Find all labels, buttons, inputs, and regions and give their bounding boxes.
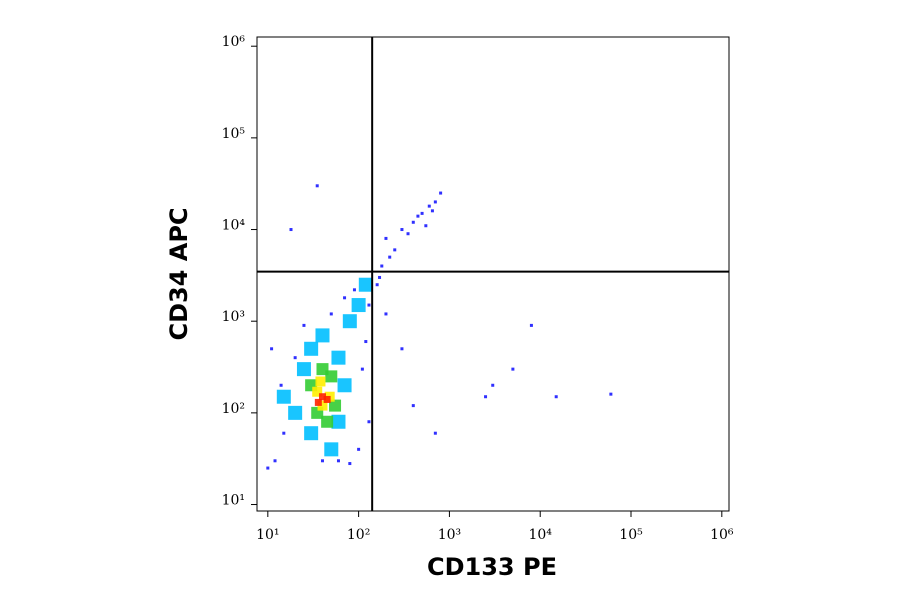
y-tick-label: 10³ [222, 309, 245, 325]
point [411, 220, 415, 224]
y-axis-title: CD34 APC [165, 207, 193, 340]
point [276, 389, 291, 404]
point [367, 303, 371, 307]
point [433, 200, 437, 204]
point [554, 395, 558, 399]
point [320, 459, 324, 463]
point [329, 399, 342, 412]
point [279, 383, 283, 387]
point [388, 255, 392, 259]
point [352, 288, 356, 292]
point [484, 395, 488, 399]
point [400, 228, 404, 232]
point [430, 209, 434, 213]
y-tick-label: 10¹ [222, 493, 245, 509]
point [427, 204, 431, 208]
point [288, 405, 303, 420]
point [321, 415, 334, 428]
point [424, 224, 428, 228]
y-tick-label: 10² [222, 401, 245, 417]
point [406, 232, 410, 236]
point [270, 347, 274, 351]
point [282, 431, 286, 435]
point [315, 328, 330, 343]
point [296, 362, 311, 377]
point [375, 283, 379, 287]
point [337, 378, 352, 393]
point [384, 312, 388, 316]
point [609, 392, 613, 396]
x-tick-label: 10⁶ [710, 527, 734, 543]
point [329, 312, 333, 316]
point [378, 275, 382, 279]
y-tick-label: 10⁵ [222, 126, 246, 142]
point [315, 184, 319, 188]
point [367, 420, 371, 424]
point [304, 426, 319, 441]
point [323, 395, 331, 403]
point [343, 296, 347, 300]
point [358, 277, 373, 292]
point [312, 386, 323, 397]
point [331, 350, 346, 365]
point [302, 323, 306, 327]
point [331, 414, 346, 429]
point [314, 398, 322, 406]
point [491, 383, 495, 387]
point [351, 298, 366, 313]
point [433, 431, 437, 435]
point [317, 400, 328, 411]
x-tick-label: 10⁴ [528, 527, 552, 543]
point [420, 211, 424, 215]
point [511, 367, 515, 371]
point [411, 404, 415, 408]
point [318, 393, 326, 401]
x-tick-label: 10² [347, 527, 370, 543]
point [384, 236, 388, 240]
point [289, 228, 293, 232]
point [266, 466, 270, 470]
plot-frame [256, 36, 730, 512]
x-tick-label: 10³ [438, 527, 461, 543]
y-tick-label: 10⁶ [222, 34, 246, 50]
x-tick-label: 10⁵ [619, 527, 643, 543]
point [360, 367, 364, 371]
x-tick-label: 10¹ [256, 527, 279, 543]
point [336, 459, 340, 463]
point [416, 214, 420, 218]
point [273, 459, 277, 463]
y-tick-label: 10⁴ [222, 218, 246, 234]
point [315, 376, 326, 387]
point [316, 363, 329, 376]
point [364, 340, 368, 344]
point [293, 356, 297, 360]
point [380, 264, 384, 268]
point [400, 347, 404, 351]
point [357, 447, 361, 451]
point [304, 341, 319, 356]
point [324, 442, 339, 457]
point [393, 248, 397, 252]
point [342, 314, 357, 329]
x-axis-title: CD133 PE [427, 553, 557, 581]
point [348, 462, 352, 466]
point [529, 323, 533, 327]
point [439, 191, 443, 195]
